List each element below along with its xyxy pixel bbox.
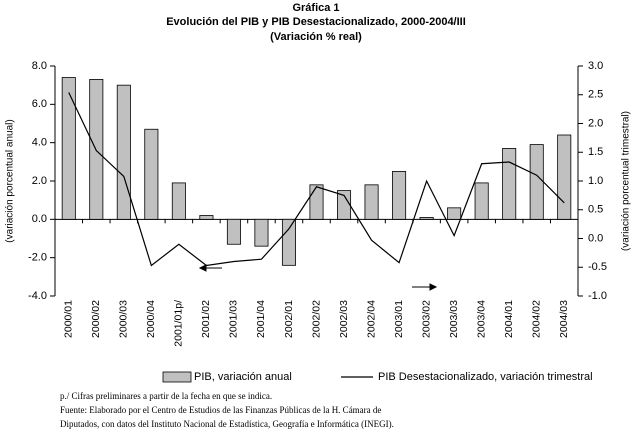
x-tick-label: 2002/04 — [365, 300, 377, 338]
x-tick-label: 2003/01 — [393, 300, 405, 338]
x-tick-label: 2001/03 — [228, 300, 240, 338]
y2-tick-label: -0.5 — [588, 261, 607, 273]
bar — [337, 190, 352, 220]
x-tick-label: 2000/02 — [90, 300, 102, 338]
y2-tick-label: 0.0 — [588, 232, 603, 244]
x-tick-label: 2000/01 — [63, 300, 75, 338]
chart-subtitle: Evolución del PIB y PIB Desestacionaliza… — [166, 16, 466, 28]
x-tick-label: 2001/04 — [255, 300, 267, 338]
y2-tick-label: 0.5 — [588, 204, 603, 216]
y2-axis-label: (variación porcentual trimestral) — [621, 111, 632, 251]
arrow-head — [198, 264, 207, 272]
bar — [144, 128, 159, 220]
arrow — [198, 264, 438, 291]
x-tick-label: 2002/01 — [283, 300, 295, 338]
y-tick-label: 4.0 — [32, 137, 47, 149]
x-tick-label: 2003/03 — [448, 300, 460, 338]
bar — [171, 182, 186, 220]
y-tick-label: 6.0 — [32, 98, 47, 110]
bar — [529, 144, 544, 220]
x-tick-label: 2003/02 — [420, 300, 432, 338]
legend-label: PIB, variación anual — [194, 371, 292, 383]
x-tick-label: 2004/02 — [530, 300, 542, 338]
bar — [364, 184, 379, 220]
footnote: Diputados, con datos del Instituto Nacio… — [60, 419, 394, 429]
bar — [116, 84, 131, 220]
y-axis-label: (variación porcentual anual) — [5, 119, 16, 242]
bar — [254, 218, 269, 247]
x-tick-label: 2002/02 — [310, 300, 322, 338]
y2-tick-label: -1.0 — [588, 290, 607, 302]
chart-subtitle: (Variación % real) — [270, 31, 362, 43]
x-tick-label: 2004/03 — [558, 300, 570, 338]
y2-tick-label: 1.0 — [588, 175, 603, 187]
y-tick-label: 2.0 — [32, 175, 47, 187]
x-tick-label: 2000/04 — [145, 300, 157, 338]
y2-tick-label: 2.0 — [588, 117, 603, 129]
y-tick-label: 8.0 — [32, 60, 47, 72]
x-tick-label: 2003/04 — [475, 300, 487, 338]
bar — [199, 215, 214, 220]
x-tick-label: 2000/03 — [118, 300, 130, 338]
legend-label: PIB Desestacionalizado, variación trimes… — [378, 371, 593, 383]
y-tick-label: -4.0 — [28, 290, 47, 302]
y2-tick-label: 3.0 — [588, 60, 603, 72]
footnote: p./ Cifras preliminares a partir de la f… — [60, 391, 272, 401]
x-tick-label: 2001/02 — [200, 300, 212, 338]
y-tick-label: -2.0 — [28, 252, 47, 264]
arrow-head — [429, 283, 438, 291]
y2-tick-label: 2.5 — [588, 89, 603, 101]
bar — [502, 148, 517, 220]
chart-title: Gráfica 1 — [292, 2, 339, 14]
y-tick-label: 0.0 — [32, 213, 47, 225]
bar — [557, 134, 572, 220]
bar — [309, 184, 324, 220]
bar — [226, 218, 241, 245]
footnote: Fuente: Elaborado por el Centro de Estud… — [60, 405, 381, 415]
bar — [419, 217, 434, 220]
bar — [61, 77, 76, 220]
x-tick-label: 2004/01 — [503, 300, 515, 338]
line — [68, 92, 565, 267]
bar — [474, 182, 489, 220]
y2-tick-label: 1.5 — [588, 146, 603, 158]
bar — [392, 171, 407, 220]
bar — [447, 207, 462, 220]
x-tick-label: 2002/03 — [338, 300, 350, 338]
x-tick-label: 2001/01p/ — [173, 300, 185, 347]
bar — [281, 218, 296, 266]
legend-swatch — [162, 371, 192, 383]
